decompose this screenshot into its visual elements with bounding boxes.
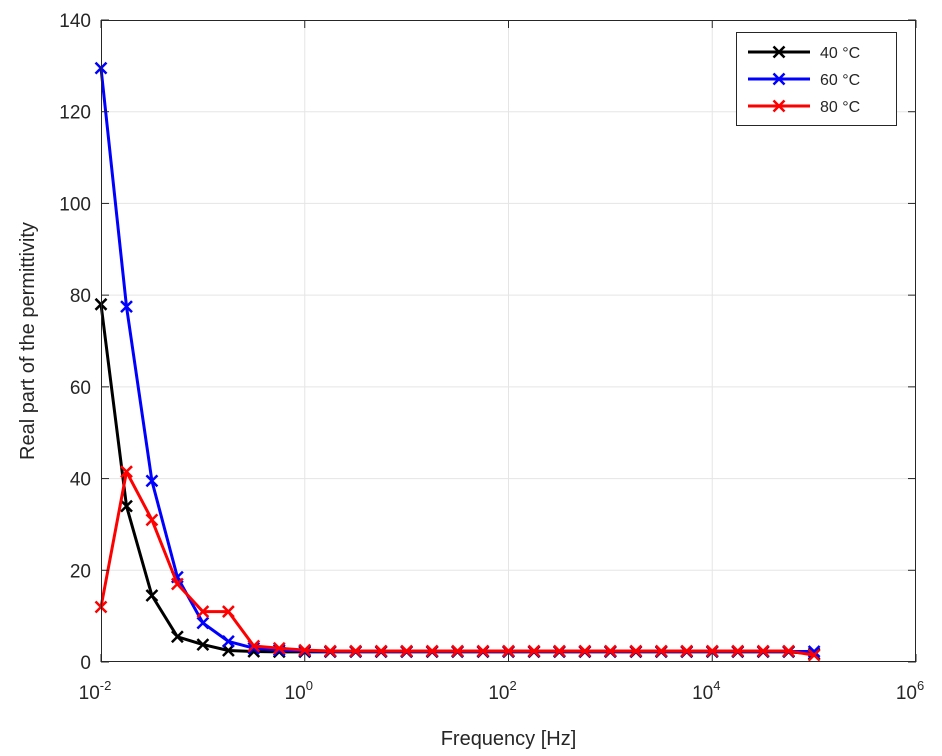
data-point — [654, 644, 668, 658]
data-point — [578, 644, 592, 658]
x-tick-label: 106 — [896, 678, 924, 704]
x-axis-label: Frequency [Hz] — [441, 728, 577, 750]
data-point — [603, 644, 617, 658]
data-point — [120, 499, 133, 513]
data-point — [170, 577, 184, 591]
data-point — [222, 644, 235, 657]
x-tick-label: 100 — [285, 678, 313, 704]
data-point — [807, 648, 821, 662]
data-point — [247, 641, 261, 655]
y-tick-label: 140 — [59, 11, 91, 32]
legend-swatch-marker — [772, 99, 786, 113]
data-point — [196, 616, 210, 630]
data-point — [145, 474, 159, 488]
y-tick-label: 100 — [59, 194, 91, 215]
grid — [101, 20, 916, 662]
x-tick-exponent: 2 — [509, 678, 516, 693]
y-tick-label: 0 — [80, 653, 91, 674]
legend-label: 40 °C — [820, 45, 860, 62]
data-point — [425, 644, 439, 658]
legend-swatch-marker — [772, 72, 786, 86]
x-tick-base: 10 — [79, 683, 100, 704]
data-point — [553, 644, 566, 658]
y-tick-label: 40 — [70, 470, 91, 491]
series-2 — [94, 465, 821, 662]
data-point — [451, 644, 464, 658]
data-point — [272, 641, 286, 655]
legend: 40 °C 60 °C 80 °C — [736, 32, 897, 126]
data-point — [170, 630, 184, 644]
x-tick-exponent: 4 — [713, 678, 720, 693]
y-tick-label: 20 — [70, 561, 91, 582]
x-tick-exponent: -2 — [100, 678, 112, 693]
data-point — [145, 589, 159, 602]
data-point — [782, 644, 796, 658]
y-tick-label: 60 — [70, 378, 91, 399]
data-point — [120, 300, 133, 313]
data-point — [731, 644, 745, 658]
x-tick-base: 10 — [285, 683, 306, 704]
data-point — [222, 605, 235, 618]
data-point — [705, 644, 719, 658]
y-axis-label: Real part of the permittivity — [17, 222, 39, 460]
data-point — [196, 638, 210, 651]
x-tick-exponent: 6 — [917, 678, 924, 693]
data-point — [222, 634, 235, 648]
data-point — [247, 639, 261, 653]
data-point — [629, 644, 643, 658]
x-tick-label: 104 — [692, 678, 720, 704]
data-point — [476, 644, 490, 658]
data-point — [374, 644, 388, 658]
series-layer — [94, 61, 821, 662]
data-point — [527, 644, 541, 658]
data-point — [196, 605, 210, 618]
x-tick-exponent: 0 — [306, 678, 313, 693]
data-point — [349, 644, 363, 658]
legend-label: 60 °C — [820, 72, 860, 89]
data-point — [756, 644, 770, 658]
data-point — [400, 644, 414, 658]
data-point — [120, 465, 133, 479]
y-tick-label: 120 — [59, 103, 91, 124]
legend-label: 80 °C — [820, 99, 860, 116]
data-point — [323, 644, 337, 658]
x-tick-base: 10 — [896, 683, 917, 704]
x-tick-base: 10 — [488, 683, 509, 704]
x-tick-label: 10-2 — [79, 678, 112, 704]
x-tick-label: 102 — [488, 678, 516, 704]
x-tick-base: 10 — [692, 683, 713, 704]
legend-swatch-marker — [772, 45, 786, 59]
data-point — [680, 644, 694, 658]
data-point — [145, 513, 159, 527]
data-point — [298, 643, 312, 657]
data-point — [502, 644, 515, 658]
y-tick-label: 80 — [70, 286, 91, 307]
